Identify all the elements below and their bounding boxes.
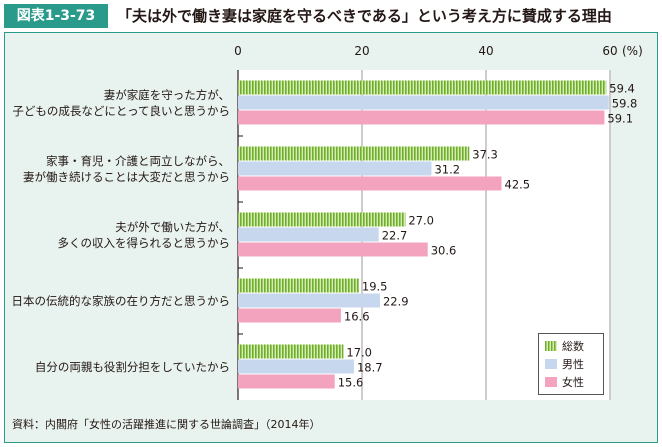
value-label-1-0: 37.3 <box>472 148 498 162</box>
figure-header: 図表1-3-73 「夫は外で働き妻は家庭を守るべきである」という考え方に賛成する… <box>0 0 662 32</box>
value-label-0-0: 59.4 <box>609 82 635 96</box>
bar-0-2 <box>238 110 605 125</box>
chart-legend: 総数 男性 女性 <box>538 333 604 395</box>
legend-label-female: 女性 <box>562 376 584 389</box>
bar-4-0 <box>238 344 344 359</box>
x-tick-label-0: 0 <box>234 44 242 58</box>
value-label-3-2: 16.6 <box>344 310 370 324</box>
source-note: 資料：内閣府「女性の活躍推進に関する世論調査」（2014年） <box>12 418 321 431</box>
legend-swatch-total <box>545 341 557 351</box>
category-label-3-0: 日本の伝統的な家族の在り方だと思うから <box>12 294 231 308</box>
legend-item-female: 女性 <box>545 375 584 389</box>
bar-1-1 <box>238 161 432 176</box>
bar-0-0 <box>238 80 607 95</box>
category-label-0-0: 妻が家庭を守った方が、 <box>104 88 230 102</box>
category-label-4-0: 自分の両親も役割分担をしていたから <box>35 360 230 374</box>
bar-4-1 <box>238 359 354 374</box>
category-label-2-1: 多くの収入を得られると思うから <box>58 236 231 250</box>
bar-1-2 <box>238 176 502 191</box>
x-unit-label: (%) <box>622 44 643 58</box>
value-label-4-2: 15.6 <box>338 376 364 390</box>
value-label-3-0: 19.5 <box>362 280 388 294</box>
value-label-4-1: 18.7 <box>357 361 383 375</box>
value-label-1-1: 31.2 <box>434 163 460 177</box>
legend-swatch-female <box>545 377 557 387</box>
legend-swatch-male <box>545 359 557 369</box>
category-label-2-0: 夫が外で働いた方が、 <box>115 220 230 234</box>
value-label-2-1: 22.7 <box>382 229 408 243</box>
bar-2-0 <box>238 212 406 227</box>
value-label-2-0: 27.0 <box>408 214 434 228</box>
bar-3-1 <box>238 293 380 308</box>
x-tick-label-40: 40 <box>478 44 493 58</box>
category-label-1-0: 家事・育児・介護と両立しながら、 <box>46 154 230 168</box>
figure-number-badge: 図表1-3-73 <box>4 4 108 28</box>
x-tick-label-20: 20 <box>354 44 369 58</box>
value-label-2-2: 30.6 <box>431 244 457 258</box>
bar-3-2 <box>238 308 341 323</box>
bar-0-1 <box>238 95 609 110</box>
value-label-0-2: 59.1 <box>607 112 633 126</box>
legend-label-male: 男性 <box>562 358 584 371</box>
legend-label-total: 総数 <box>562 340 584 353</box>
figure-title: 「夫は外で働き妻は家庭を守るべきである」という考え方に賛成する理由 <box>117 7 612 25</box>
category-label-1-1: 妻が働き続けることは大変だと思うから <box>23 170 230 184</box>
bar-1-0 <box>238 146 470 161</box>
value-label-4-0: 17.0 <box>346 346 372 360</box>
value-label-0-1: 59.8 <box>612 97 638 111</box>
legend-item-male: 男性 <box>545 357 584 371</box>
bar-2-2 <box>238 242 428 257</box>
legend-item-total: 総数 <box>545 339 584 353</box>
bar-4-2 <box>238 374 335 389</box>
value-label-1-2: 42.5 <box>505 178 531 192</box>
category-label-0-1: 子どもの成長などにとって良いと思うから <box>12 104 230 118</box>
value-label-3-1: 22.9 <box>383 295 409 309</box>
x-tick-label-60: 60 <box>602 44 617 58</box>
bar-2-1 <box>238 227 379 242</box>
bar-3-0 <box>238 278 359 293</box>
